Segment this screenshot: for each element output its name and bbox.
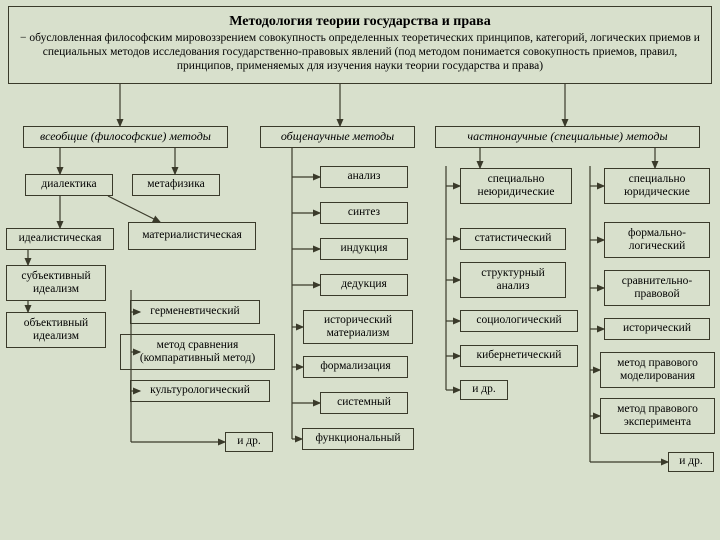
node-j6: метод правового эксперимента	[600, 398, 715, 434]
node-s2: статистический	[460, 228, 566, 250]
node-n6: объективный идеализм	[6, 312, 106, 348]
node-n4: материалистическая	[128, 222, 256, 250]
category-cat3: частнонаучные (специальные) методы	[435, 126, 700, 148]
header-title: Методология теории государства и права	[17, 13, 703, 31]
node-s4: социологический	[460, 310, 578, 332]
node-m8: функциональный	[302, 428, 414, 450]
edge	[108, 196, 160, 222]
node-s1: специально неюридические	[460, 168, 572, 204]
node-j4: исторический	[604, 318, 710, 340]
node-m3: индукция	[320, 238, 408, 260]
node-n8: метод сравнения (компаративный метод)	[120, 334, 275, 370]
node-m1: анализ	[320, 166, 408, 188]
header-description: − обусловленная философским мировоззрени…	[17, 31, 703, 74]
node-n10: и др.	[225, 432, 273, 452]
node-s3: структурный анализ	[460, 262, 566, 298]
node-s6: и др.	[460, 380, 508, 400]
node-n1: диалектика	[25, 174, 113, 196]
node-j7: и др.	[668, 452, 714, 472]
node-s5: кибернетический	[460, 345, 578, 367]
category-cat2: общенаучные методы	[260, 126, 415, 148]
node-j3: сравнительно-правовой	[604, 270, 710, 306]
node-m7: системный	[320, 392, 408, 414]
node-j2: формально-логический	[604, 222, 710, 258]
node-n7: герменевтический	[130, 300, 260, 324]
node-n5: субъективный идеализм	[6, 265, 106, 301]
node-n2: метафизика	[132, 174, 220, 196]
node-n9: культурологический	[130, 380, 270, 402]
node-j5: метод правового моделирования	[600, 352, 715, 388]
node-m2: синтез	[320, 202, 408, 224]
node-m4: дедукция	[320, 274, 408, 296]
header-box: Методология теории государства и права −…	[8, 6, 712, 84]
node-j1: специально юридические	[604, 168, 710, 204]
category-cat1: всеобщие (философские) методы	[23, 126, 228, 148]
node-m5: исторический материализм	[303, 310, 413, 344]
node-m6: формализация	[303, 356, 408, 378]
node-n3: идеалистическая	[6, 228, 114, 250]
